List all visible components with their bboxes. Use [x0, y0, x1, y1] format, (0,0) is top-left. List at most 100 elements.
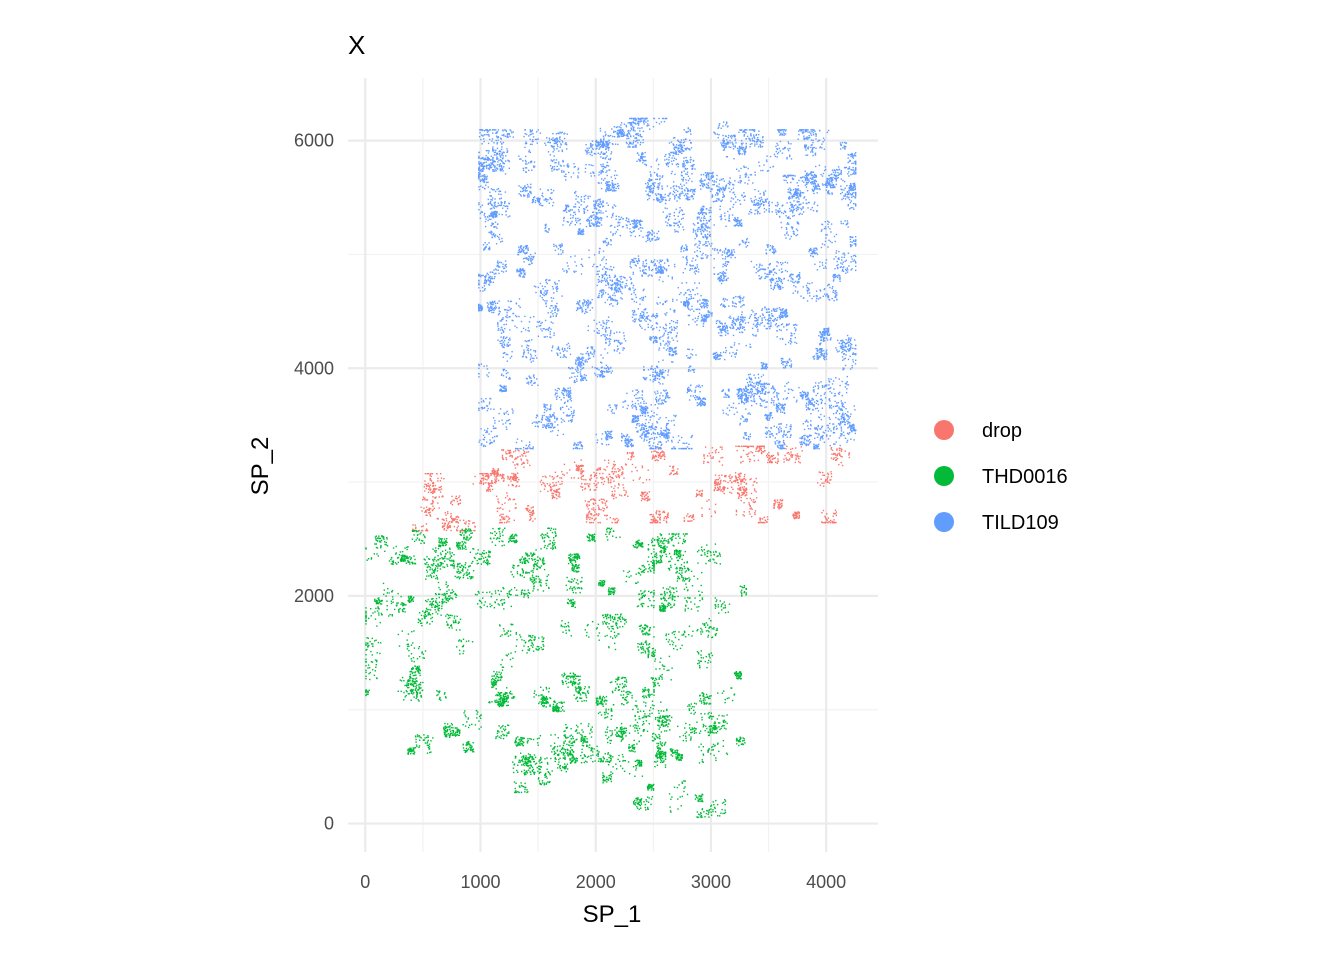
point [658, 716, 661, 719]
point [640, 801, 642, 804]
point [413, 540, 416, 543]
point [683, 580, 686, 582]
point [426, 556, 428, 558]
point [594, 474, 596, 477]
point [590, 757, 592, 760]
point [721, 725, 723, 728]
point [615, 621, 617, 624]
point [566, 763, 569, 765]
point [657, 520, 659, 522]
point [534, 518, 536, 520]
point [723, 486, 725, 488]
point [644, 499, 646, 501]
point [648, 590, 650, 593]
point [616, 521, 618, 524]
point [365, 620, 367, 622]
point [424, 563, 426, 565]
point [454, 497, 457, 499]
point [365, 619, 367, 621]
point [778, 508, 780, 510]
point [413, 660, 415, 663]
point [551, 531, 554, 534]
point [620, 494, 623, 497]
point [365, 548, 367, 550]
point [830, 448, 832, 450]
point [589, 732, 591, 735]
point [703, 460, 705, 463]
point [530, 514, 532, 516]
point [687, 596, 689, 599]
point [540, 703, 543, 705]
point [677, 756, 679, 758]
point [390, 602, 393, 605]
point [546, 532, 549, 534]
point [489, 702, 491, 704]
point [572, 757, 574, 759]
point [635, 765, 637, 767]
point [542, 562, 544, 565]
point [446, 597, 448, 599]
point [632, 725, 635, 727]
point [607, 779, 610, 781]
point [420, 531, 422, 534]
point [836, 457, 839, 460]
point [563, 748, 565, 750]
point [777, 458, 779, 460]
point [659, 516, 661, 518]
point [457, 522, 459, 524]
point [717, 483, 719, 485]
point [512, 461, 514, 463]
point [386, 600, 388, 602]
point [798, 514, 800, 517]
point [537, 575, 540, 578]
point [664, 730, 666, 732]
point [644, 806, 646, 809]
point [685, 578, 687, 580]
point [365, 623, 367, 625]
point [408, 655, 410, 657]
point [729, 477, 731, 479]
point [723, 725, 725, 727]
point [591, 538, 593, 541]
point [438, 586, 440, 589]
point [591, 747, 594, 749]
point [466, 743, 468, 745]
point [699, 666, 701, 668]
point [398, 610, 400, 612]
point [529, 509, 531, 512]
point [792, 514, 794, 516]
point [441, 526, 444, 529]
point [744, 445, 747, 447]
point [824, 480, 826, 483]
point [430, 604, 433, 607]
point [579, 675, 581, 677]
point [501, 676, 503, 678]
point [488, 554, 490, 556]
point [738, 494, 740, 496]
point [622, 487, 625, 489]
point [799, 455, 801, 458]
point [400, 690, 402, 693]
point [535, 581, 537, 583]
point [669, 586, 671, 588]
point [445, 583, 447, 585]
point [526, 508, 528, 510]
point [447, 726, 449, 728]
point [445, 696, 447, 698]
point [571, 759, 574, 762]
point [524, 589, 526, 592]
point [544, 544, 546, 547]
point [367, 664, 370, 666]
point [567, 681, 570, 684]
point [717, 487, 720, 490]
point [575, 760, 577, 762]
point [591, 749, 593, 751]
point [738, 474, 740, 476]
point [432, 559, 434, 561]
point [703, 454, 705, 456]
point [427, 739, 429, 742]
point [532, 506, 534, 508]
point [753, 501, 756, 504]
point [494, 592, 497, 594]
point [756, 445, 758, 447]
